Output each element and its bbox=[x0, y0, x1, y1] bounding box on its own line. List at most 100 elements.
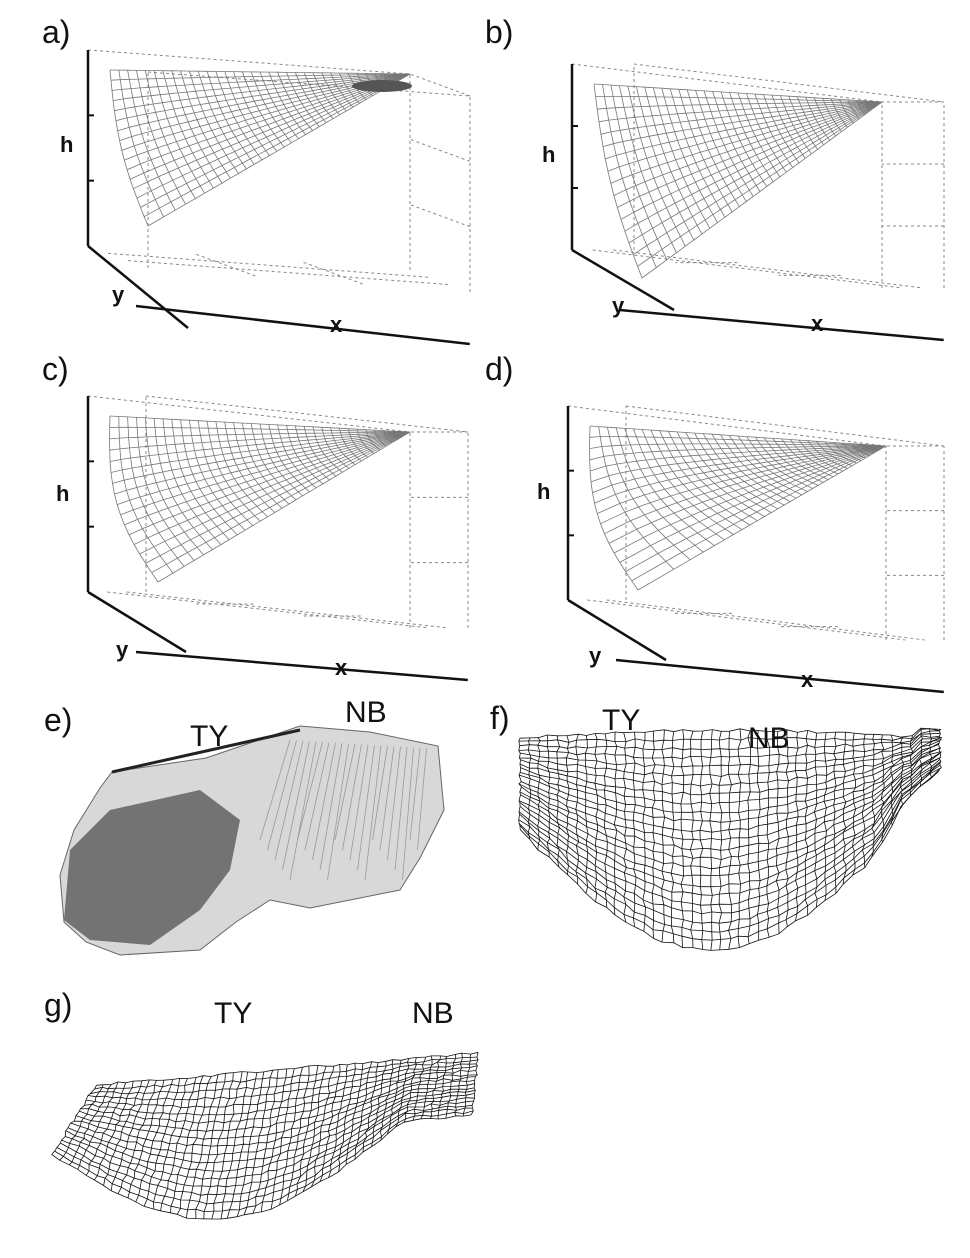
mesh-line bbox=[608, 445, 887, 544]
terrain-mesh-f bbox=[518, 727, 943, 951]
axis-label-y: y bbox=[112, 282, 125, 307]
mesh-line bbox=[775, 731, 780, 934]
surface-fold bbox=[352, 80, 412, 92]
mesh-line bbox=[589, 445, 887, 461]
panel-c: c) h y x bbox=[0, 345, 480, 690]
mesh-line bbox=[61, 1100, 474, 1188]
mesh-line bbox=[595, 96, 883, 103]
mesh-line bbox=[96, 1051, 479, 1086]
gully-line bbox=[402, 747, 414, 881]
mesh-line bbox=[519, 739, 942, 796]
mesh-line bbox=[518, 732, 941, 760]
mesh-line bbox=[143, 1078, 180, 1207]
mesh-line bbox=[157, 431, 411, 583]
mesh-line bbox=[518, 764, 941, 924]
mesh-line bbox=[624, 101, 883, 232]
mesh-line bbox=[598, 101, 883, 123]
mesh-line bbox=[103, 1080, 143, 1186]
mesh-line bbox=[613, 101, 883, 196]
surface-plot-a bbox=[86, 49, 471, 346]
gully-line bbox=[417, 748, 427, 851]
mesh-line bbox=[65, 1093, 475, 1172]
gully-line bbox=[379, 746, 395, 851]
box-edge bbox=[625, 405, 945, 447]
mesh-line bbox=[111, 73, 411, 91]
mesh-line bbox=[147, 73, 411, 227]
mesh-line bbox=[250, 423, 297, 501]
axis-x bbox=[135, 650, 468, 682]
gully-line bbox=[319, 743, 343, 871]
mesh-line bbox=[160, 1077, 197, 1211]
panel-b: b) h y x bbox=[485, 0, 970, 342]
axis-label-x: x bbox=[330, 312, 343, 337]
mesh-line bbox=[259, 423, 303, 497]
mesh-line bbox=[75, 1080, 475, 1140]
mesh-line bbox=[117, 431, 411, 505]
axis-x bbox=[135, 304, 470, 346]
mesh-line bbox=[613, 445, 887, 554]
mesh-line bbox=[145, 431, 411, 564]
gully-line bbox=[282, 741, 310, 871]
mesh-line bbox=[604, 445, 887, 535]
surface-plot-d bbox=[566, 405, 945, 694]
panel-label-f: f) bbox=[490, 700, 510, 736]
mesh-line bbox=[597, 101, 883, 110]
mesh-line bbox=[718, 731, 723, 950]
box-edge bbox=[409, 73, 471, 97]
floor-grid bbox=[195, 253, 256, 277]
floor-grid bbox=[587, 599, 906, 641]
axis-label-x: x bbox=[335, 655, 348, 680]
mesh-line bbox=[613, 731, 618, 915]
gully-line bbox=[274, 740, 304, 861]
mesh-line bbox=[637, 101, 883, 267]
mesh-line bbox=[128, 431, 411, 536]
mesh-line bbox=[120, 431, 411, 516]
mesh-line bbox=[144, 73, 411, 218]
axis-label-h: h bbox=[542, 142, 556, 167]
mesh-line bbox=[140, 73, 411, 208]
axis-label-h: h bbox=[60, 132, 74, 157]
mesh-line bbox=[519, 737, 940, 777]
mesh-line bbox=[520, 742, 940, 814]
site-label-ty: TY bbox=[602, 704, 641, 737]
mesh-line bbox=[109, 431, 411, 440]
axis-label-h: h bbox=[56, 481, 70, 506]
mesh-line bbox=[109, 69, 411, 75]
mesh-line bbox=[519, 759, 941, 896]
mesh-line bbox=[110, 73, 411, 81]
mesh-line bbox=[67, 1089, 476, 1164]
panel-f: f) TY NB bbox=[490, 690, 970, 970]
axis-y bbox=[87, 245, 189, 329]
site-label-nb: NB bbox=[412, 997, 454, 1030]
mesh-line bbox=[180, 419, 238, 536]
mesh-line bbox=[519, 730, 940, 751]
gully-line bbox=[327, 743, 349, 881]
mesh-line bbox=[617, 101, 883, 208]
mesh-line bbox=[133, 431, 411, 545]
mesh-line bbox=[520, 770, 940, 951]
mesh-line bbox=[607, 101, 883, 172]
mesh-line bbox=[84, 1069, 476, 1116]
surface-plot-b bbox=[570, 63, 945, 342]
mesh-line bbox=[110, 431, 411, 462]
site-label-nb: NB bbox=[345, 696, 387, 729]
mesh-line bbox=[661, 729, 666, 943]
panel-label-b: b) bbox=[485, 14, 514, 50]
mesh-line bbox=[90, 1059, 479, 1095]
mesh-line bbox=[589, 425, 887, 447]
mesh-line bbox=[113, 73, 411, 101]
mesh-line bbox=[521, 751, 940, 851]
mesh-line bbox=[852, 733, 857, 876]
mesh-line bbox=[519, 762, 941, 915]
mesh-line bbox=[65, 1097, 475, 1180]
surface-plot-c bbox=[86, 395, 469, 682]
scan-dark-region bbox=[64, 790, 240, 945]
gully-line bbox=[312, 742, 336, 861]
axis-label-y: y bbox=[589, 643, 602, 668]
mesh-line bbox=[87, 1063, 477, 1101]
axis-label-x: x bbox=[811, 311, 824, 336]
mesh-line bbox=[521, 748, 940, 833]
panel-g: g) TY NB bbox=[0, 975, 520, 1258]
mesh-line bbox=[518, 744, 939, 823]
mesh-line bbox=[651, 730, 656, 939]
